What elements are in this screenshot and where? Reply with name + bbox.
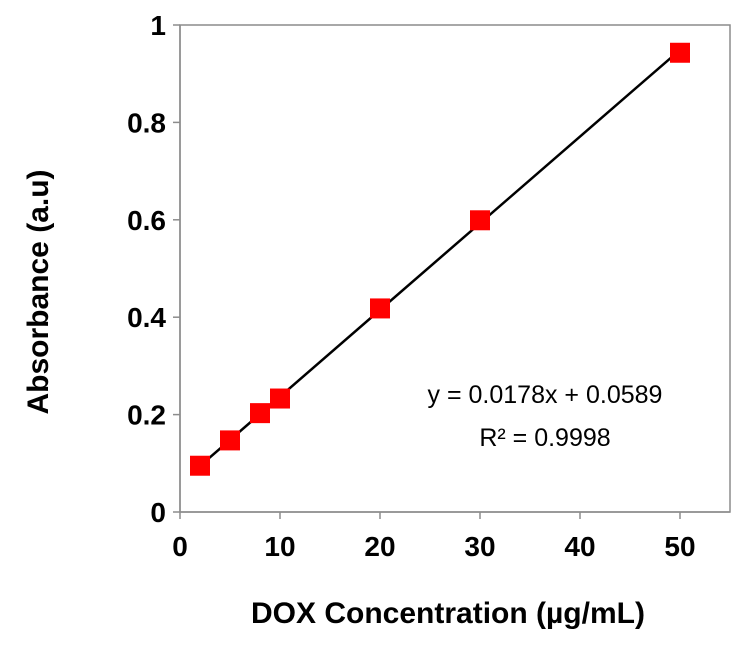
y-axis-title: Absorbance (a.u): [22, 169, 55, 414]
data-point-marker: [470, 210, 490, 231]
y-tick-label: 1: [150, 10, 166, 41]
x-tick-label: 30: [464, 531, 495, 562]
data-point-marker: [370, 298, 390, 319]
y-tick-label: 0.8: [127, 107, 166, 138]
y-tick-label: 0.2: [127, 400, 166, 431]
x-tick-label: 20: [364, 531, 395, 562]
data-point-marker: [670, 42, 690, 63]
data-points: [190, 42, 690, 476]
regression-equation: y = 0.0178x + 0.0589: [428, 381, 663, 409]
x-tick-label: 50: [664, 531, 695, 562]
data-point-marker: [250, 403, 270, 424]
x-axis-ticks: 0 10 20 30 40 50: [172, 512, 696, 562]
data-point-marker: [190, 455, 210, 476]
y-axis-ticks: 0 0.2 0.4 0.6 0.8 1: [127, 10, 180, 528]
y-tick-label: 0.6: [127, 205, 166, 236]
x-axis-title: DOX Concentration (µg/mL): [251, 597, 645, 630]
y-tick-label: 0: [150, 497, 166, 528]
x-tick-label: 0: [172, 531, 188, 562]
x-tick-label: 10: [264, 531, 295, 562]
y-tick-label: 0.4: [127, 302, 166, 333]
x-tick-label: 40: [564, 531, 595, 562]
data-point-marker: [270, 388, 290, 409]
r-squared-label: R² = 0.9998: [479, 424, 610, 452]
data-point-marker: [220, 430, 240, 451]
plot-area-frame: [179, 24, 731, 513]
